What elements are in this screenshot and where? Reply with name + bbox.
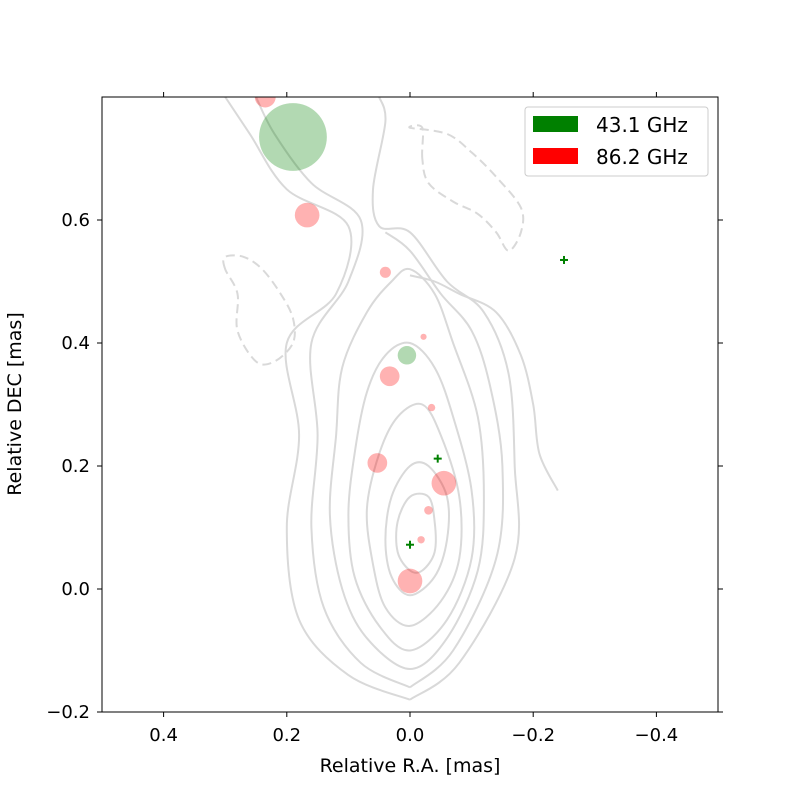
plot-frame (101, 96, 719, 713)
point-86ghz-6 (367, 453, 388, 473)
point-86ghz-9 (417, 536, 425, 544)
point-43ghz-1 (397, 346, 417, 365)
point-86ghz-5 (427, 403, 436, 412)
contour-line-7 (384, 461, 450, 597)
point-86ghz-7 (431, 470, 457, 496)
legend-label-86ghz: 86.2 GHz (596, 145, 688, 169)
x-tick-label: 0.0 (396, 725, 425, 746)
point-43ghz-0 (259, 103, 327, 171)
x-tick-label: 0.4 (149, 725, 178, 746)
contour-line-1 (371, 97, 521, 701)
y-tick-label: −0.2 (46, 702, 90, 723)
contour-line-6 (365, 402, 463, 627)
point-43ghz-3 (560, 255, 568, 264)
x-axis-label: Relative R.A. [mas] (320, 755, 501, 777)
point-86ghz-3 (420, 333, 427, 340)
contour-line-2 (255, 97, 411, 689)
point-86ghz-1 (294, 202, 320, 228)
contour-line-9 (409, 274, 559, 492)
legend-swatch-86ghz (533, 148, 578, 164)
contour-line-8 (395, 492, 437, 574)
point-86ghz-2 (379, 266, 391, 278)
component-markers (254, 97, 568, 594)
x-tick-label: −0.2 (511, 725, 555, 746)
contour-negative-1 (408, 124, 525, 252)
legend-swatch-43ghz (533, 116, 578, 132)
legend: 43.1 GHz 86.2 GHz (524, 106, 709, 177)
point-86ghz-0 (254, 97, 276, 108)
y-tick-label: 0.2 (61, 456, 90, 477)
contour-line-3 (384, 231, 505, 689)
contour-negative-0 (222, 254, 296, 366)
contour-line-4 (328, 267, 485, 670)
legend-label-43ghz: 43.1 GHz (596, 113, 688, 137)
y-axis-label: Relative DEC [mas] (4, 312, 26, 495)
point-43ghz-4 (406, 540, 414, 549)
x-axis-ticks: 0.4 0.2 0.0 −0.2 −0.4 (149, 92, 678, 746)
point-86ghz-4 (379, 366, 400, 387)
x-tick-label: 0.2 (272, 725, 301, 746)
intensity-contours (222, 97, 559, 701)
point-86ghz-8 (424, 505, 433, 515)
y-tick-label: 0.6 (61, 210, 90, 231)
point-86ghz-10 (397, 568, 423, 594)
y-tick-label: 0.0 (61, 579, 90, 600)
contour-line-5 (347, 341, 476, 652)
x-tick-label: −0.4 (635, 725, 679, 746)
y-tick-label: 0.4 (61, 333, 90, 354)
y-axis-ticks: −0.2 0.0 0.2 0.4 0.6 (46, 210, 723, 723)
contour-line-0 (224, 97, 411, 701)
point-43ghz-2 (433, 454, 442, 463)
